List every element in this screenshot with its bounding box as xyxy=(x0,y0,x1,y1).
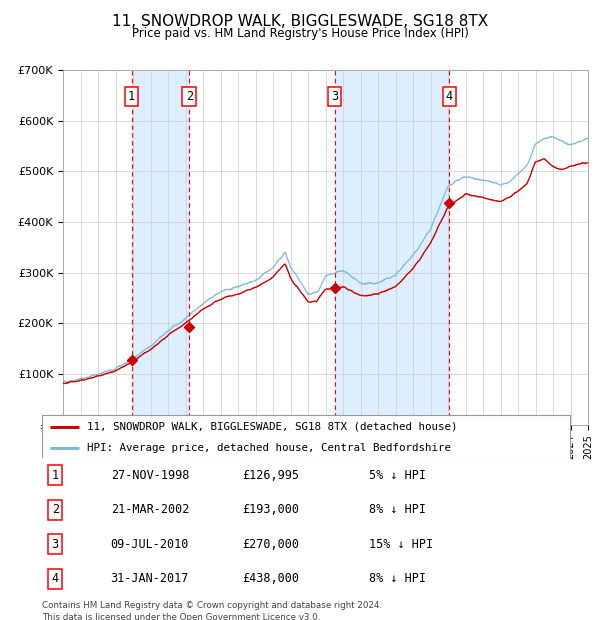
Text: £438,000: £438,000 xyxy=(242,572,299,585)
Text: £126,995: £126,995 xyxy=(242,469,299,482)
Text: £270,000: £270,000 xyxy=(242,538,299,551)
Text: 2: 2 xyxy=(52,503,59,516)
Text: 31-JAN-2017: 31-JAN-2017 xyxy=(110,572,189,585)
Text: 1: 1 xyxy=(52,469,59,482)
Text: 1: 1 xyxy=(128,90,135,103)
Text: This data is licensed under the Open Government Licence v3.0.: This data is licensed under the Open Gov… xyxy=(42,613,320,620)
Text: 3: 3 xyxy=(52,538,59,551)
Text: 5% ↓ HPI: 5% ↓ HPI xyxy=(370,469,427,482)
Text: 2: 2 xyxy=(186,90,193,103)
Text: £193,000: £193,000 xyxy=(242,503,299,516)
Text: 15% ↓ HPI: 15% ↓ HPI xyxy=(370,538,433,551)
Text: Price paid vs. HM Land Registry's House Price Index (HPI): Price paid vs. HM Land Registry's House … xyxy=(131,27,469,40)
Text: 4: 4 xyxy=(446,90,453,103)
Text: 8% ↓ HPI: 8% ↓ HPI xyxy=(370,503,427,516)
Bar xyxy=(335,70,449,425)
Text: 3: 3 xyxy=(331,90,338,103)
Text: 4: 4 xyxy=(52,572,59,585)
Text: HPI: Average price, detached house, Central Bedfordshire: HPI: Average price, detached house, Cent… xyxy=(87,443,451,453)
Text: 8% ↓ HPI: 8% ↓ HPI xyxy=(370,572,427,585)
Text: 27-NOV-1998: 27-NOV-1998 xyxy=(110,469,189,482)
Text: 11, SNOWDROP WALK, BIGGLESWADE, SG18 8TX (detached house): 11, SNOWDROP WALK, BIGGLESWADE, SG18 8TX… xyxy=(87,422,457,432)
Text: 11, SNOWDROP WALK, BIGGLESWADE, SG18 8TX: 11, SNOWDROP WALK, BIGGLESWADE, SG18 8TX xyxy=(112,14,488,29)
Bar xyxy=(131,70,190,425)
Text: 09-JUL-2010: 09-JUL-2010 xyxy=(110,538,189,551)
Text: 21-MAR-2002: 21-MAR-2002 xyxy=(110,503,189,516)
Text: Contains HM Land Registry data © Crown copyright and database right 2024.: Contains HM Land Registry data © Crown c… xyxy=(42,601,382,610)
